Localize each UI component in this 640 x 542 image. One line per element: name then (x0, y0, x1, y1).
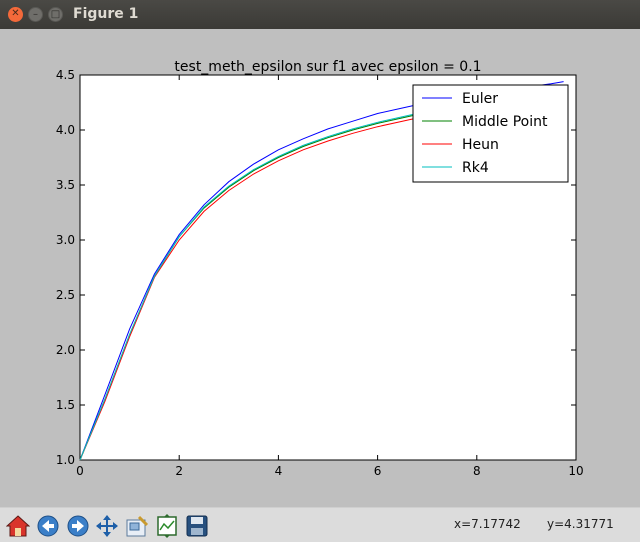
window-title: Figure 1 (73, 6, 139, 22)
y-tick-label: 4.5 (56, 68, 75, 82)
home-icon (5, 514, 30, 536)
y-tick-label: 1.0 (56, 453, 75, 467)
x-tick-label: 10 (568, 464, 583, 478)
legend: Euler Middle Point Heun Rk4 (412, 84, 569, 183)
y-tick-label: 3.0 (56, 233, 75, 247)
y-tick-label: 3.5 (56, 178, 75, 192)
legend-label: Euler (462, 91, 498, 107)
cursor-x-readout: x=7.17742 (454, 517, 521, 531)
zoom-icon (126, 515, 148, 536)
legend-label: Rk4 (462, 160, 489, 176)
subplots-icon (156, 513, 177, 538)
forward-icon (67, 515, 88, 536)
save-icon (186, 515, 207, 536)
minimize-window-button[interactable]: – (28, 7, 43, 22)
back-button[interactable] (34, 512, 61, 539)
back-icon (37, 515, 58, 536)
legend-box (412, 84, 569, 183)
window-titlebar: ✕ – □ Figure 1 (0, 0, 640, 29)
x-tick-label: 6 (374, 464, 382, 478)
subplots-button[interactable] (153, 512, 180, 539)
figure-canvas[interactable]: test_meth_epsilon sur f1 avec epsilon = … (0, 29, 640, 507)
save-button[interactable] (183, 512, 210, 539)
x-tick-label: 0 (76, 464, 84, 478)
axis-ticks: 0 2 4 6 8 10 1.0 1.5 2.0 2.5 3.0 3.5 4.0 4.5 (56, 68, 584, 478)
x-tick-label: 8 (473, 464, 481, 478)
line-chart: test_meth_epsilon sur f1 avec epsilon = … (56, 59, 584, 478)
cursor-y-readout: y=4.31771 (547, 517, 614, 531)
pan-button[interactable] (93, 512, 120, 539)
y-tick-label: 4.0 (56, 123, 75, 137)
chart-title: test_meth_epsilon sur f1 avec epsilon = … (174, 59, 481, 75)
x-tick-label: 4 (275, 464, 283, 478)
forward-button[interactable] (64, 512, 91, 539)
legend-label: Heun (462, 137, 499, 153)
pan-icon (95, 514, 118, 537)
x-tick-label: 2 (175, 464, 183, 478)
y-tick-label: 2.0 (56, 343, 75, 357)
y-tick-label: 1.5 (56, 398, 75, 412)
navigation-toolbar: x=7.17742 y=4.31771 (0, 507, 640, 542)
legend-label: Middle Point (462, 114, 548, 130)
zoom-button[interactable] (123, 512, 150, 539)
home-button[interactable] (4, 512, 31, 539)
close-window-button[interactable]: ✕ (8, 7, 23, 22)
maximize-window-button[interactable]: □ (48, 7, 63, 22)
y-tick-label: 2.5 (56, 288, 75, 302)
